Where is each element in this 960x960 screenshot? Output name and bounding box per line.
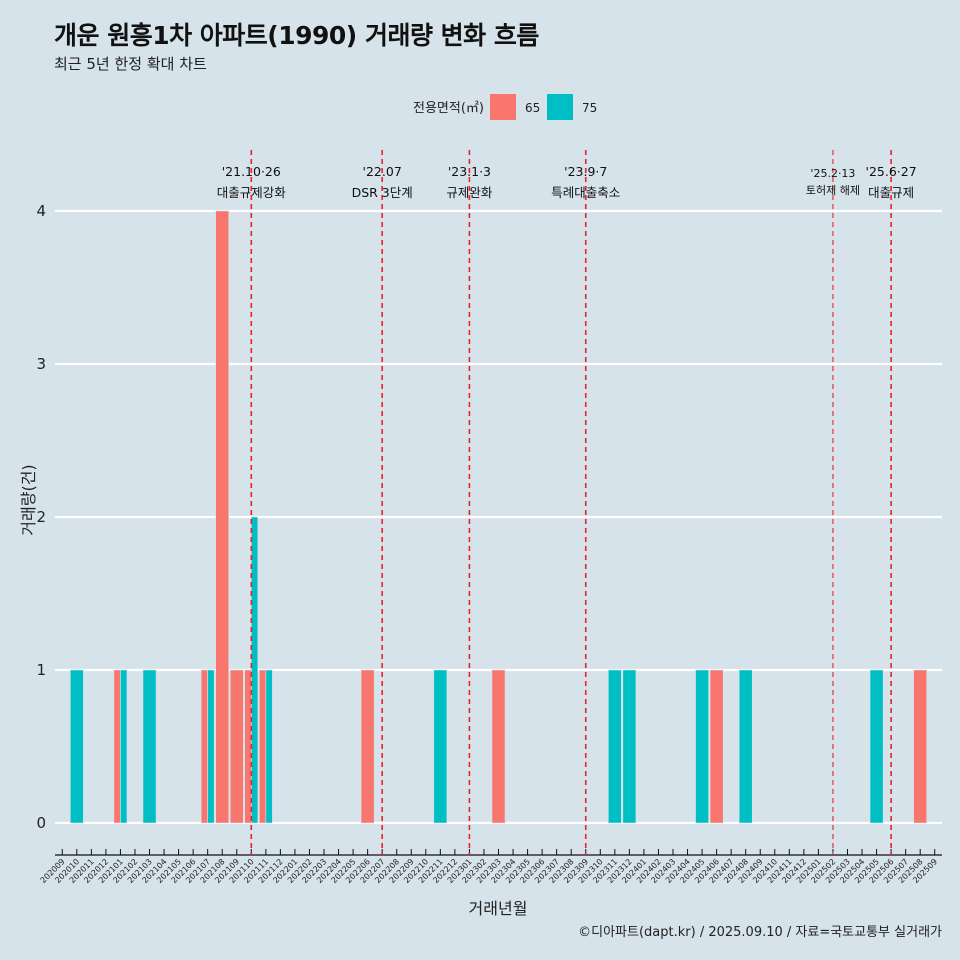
bar-65-202101 bbox=[113, 669, 121, 824]
bar-65-202108 bbox=[215, 210, 230, 824]
bar-75-202103 bbox=[142, 669, 157, 824]
bar-75-202010 bbox=[69, 669, 84, 824]
y-tick-label: 0 bbox=[36, 814, 46, 832]
bar-75-202408 bbox=[738, 669, 753, 824]
event-date: '22.07 bbox=[363, 164, 402, 179]
event-label: DSR 3단계 bbox=[352, 185, 413, 200]
y-tick-label: 3 bbox=[36, 355, 46, 373]
y-axis-title: 거래량(건) bbox=[19, 464, 38, 535]
bar-75-202211 bbox=[433, 669, 448, 824]
event-date: '23.1·3 bbox=[448, 164, 491, 179]
bar-65-202109 bbox=[229, 669, 244, 824]
bar-75-202110 bbox=[251, 516, 259, 824]
y-tick-label: 2 bbox=[36, 508, 46, 526]
event-date: '25.2·13 bbox=[810, 167, 855, 180]
event-label: 특례대출축소 bbox=[551, 185, 620, 200]
bar-65-202508 bbox=[913, 669, 928, 824]
event-label: 규제완화 bbox=[446, 185, 493, 200]
bar-75-202107 bbox=[207, 669, 215, 824]
y-tick-label: 4 bbox=[36, 202, 46, 220]
event-label: 대출규제강화 bbox=[217, 185, 287, 200]
bar-75-202312 bbox=[622, 669, 637, 824]
event-label: 토허제 해제 bbox=[806, 183, 860, 197]
legend-label-75: 75 bbox=[582, 101, 597, 115]
event-date: '23.9·7 bbox=[564, 164, 607, 179]
event-label: 대출규제 bbox=[868, 185, 914, 200]
source-caption: ©디아파트(dapt.kr) / 2025.09.10 / 자료=국토교통부 실… bbox=[578, 925, 942, 940]
bar-75-202405 bbox=[695, 669, 709, 824]
chart-subtitle: 최근 5년 한정 확대 차트 bbox=[54, 55, 207, 73]
event-date: '25.6·27 bbox=[866, 164, 917, 179]
bar-75-202311 bbox=[607, 669, 622, 824]
legend-swatch-75 bbox=[547, 94, 573, 120]
x-axis-title: 거래년월 bbox=[469, 899, 528, 918]
bar-75-202101 bbox=[120, 669, 128, 824]
bar-65-202111 bbox=[259, 669, 267, 824]
bar-75-202111 bbox=[265, 669, 273, 824]
bar-75-202505 bbox=[869, 669, 884, 824]
chart-title: 개운 원흥1차 아파트(1990) 거래량 변화 흐름 bbox=[54, 21, 539, 50]
bar-65-202110 bbox=[244, 669, 252, 824]
legend-label-65: 65 bbox=[525, 101, 540, 115]
bar-65-202303 bbox=[491, 669, 506, 824]
legend-title: 전용면적(㎡) bbox=[413, 101, 484, 116]
legend: 전용면적(㎡) 65 75 bbox=[413, 94, 597, 120]
bar-65-202206 bbox=[360, 669, 375, 824]
bar-65-202107 bbox=[200, 669, 208, 824]
legend-swatch-65 bbox=[490, 94, 516, 120]
bar-65-202406 bbox=[709, 669, 724, 824]
y-tick-label: 1 bbox=[36, 661, 46, 679]
event-date: '21.10·26 bbox=[222, 164, 281, 179]
